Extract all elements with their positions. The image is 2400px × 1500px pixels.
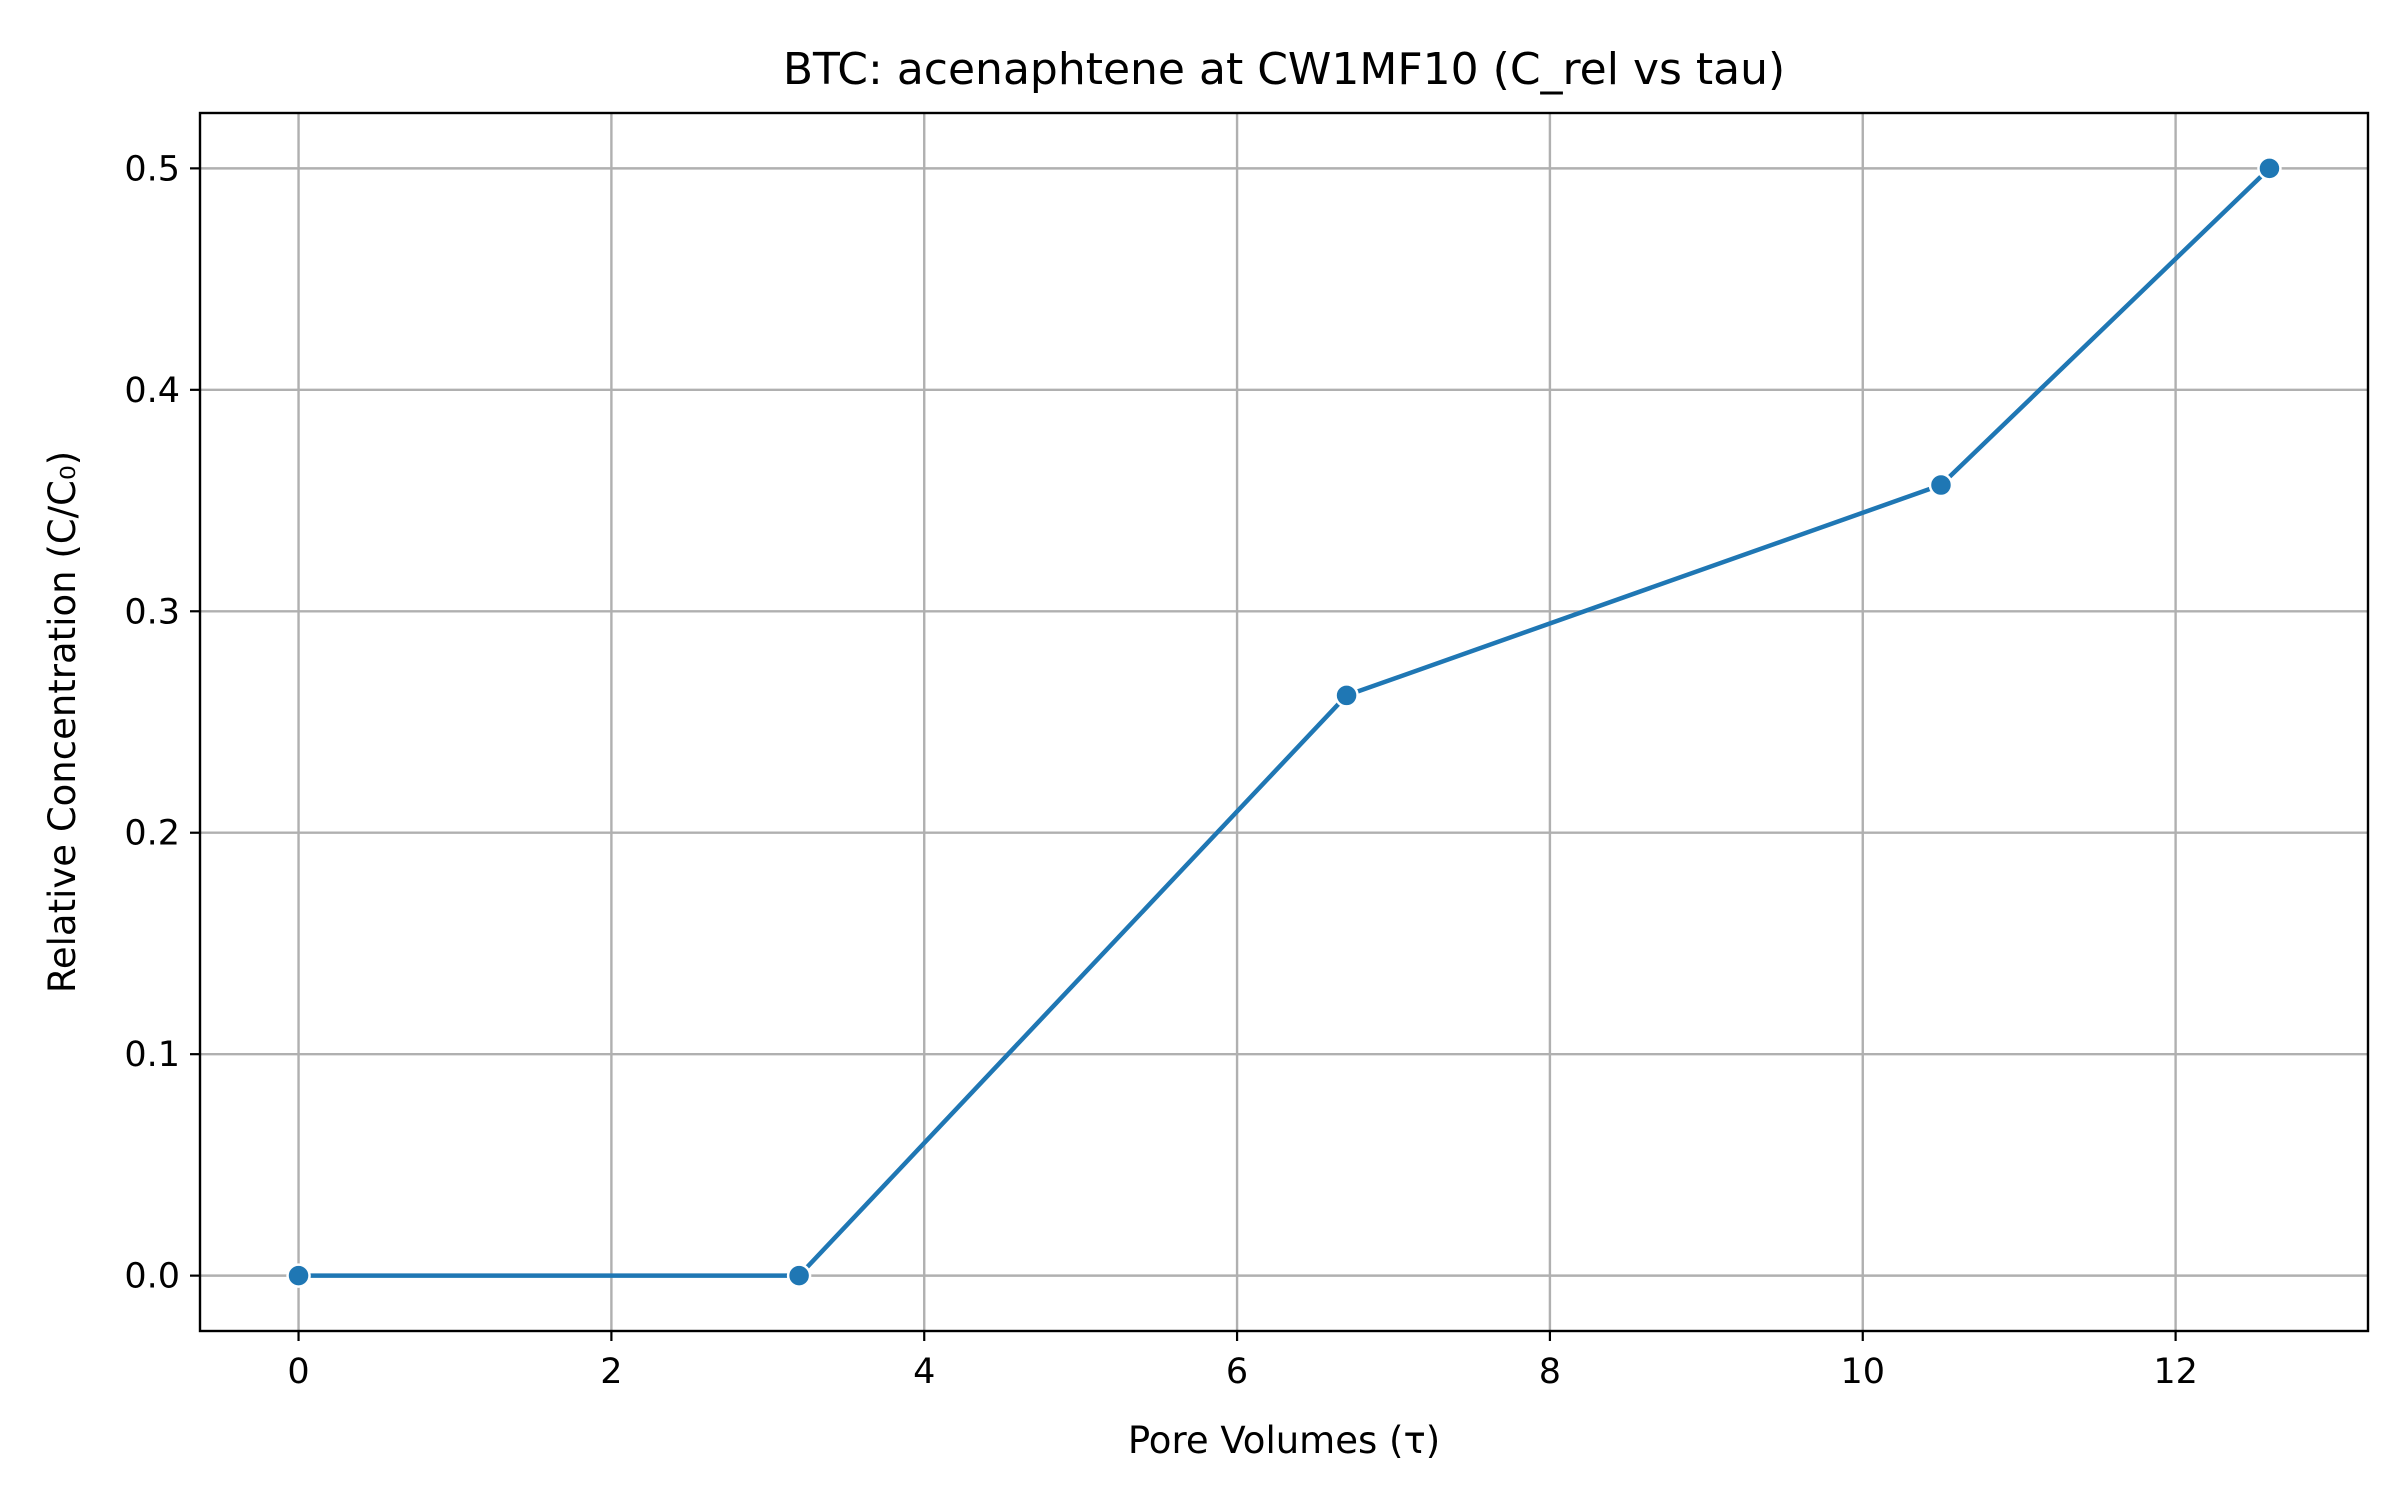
y-tick-label: 0.5 (124, 149, 180, 189)
y-tick-label: 0.2 (124, 814, 180, 854)
x-tick-label: 8 (1539, 1352, 1561, 1392)
x-tick-label: 6 (1226, 1352, 1248, 1392)
axis-ticks: 0 2 4 6 8 10 12 0.0 0.1 0.2 0.3 0.4 0.5 (124, 149, 2198, 1392)
y-tick-label: 0.1 (124, 1035, 180, 1075)
x-tick-label: 0 (287, 1352, 309, 1392)
x-tick-label: 10 (1840, 1352, 1885, 1392)
y-tick-label: 0.4 (124, 371, 180, 411)
x-tick-label: 12 (2153, 1352, 2198, 1392)
data-point (1334, 683, 1359, 708)
x-axis-label: Pore Volumes (τ) (1128, 1419, 1440, 1462)
y-axis-label: Relative Concentration (C/C₀) (41, 451, 84, 993)
data-point (286, 1263, 311, 1288)
x-tick-label: 2 (600, 1352, 622, 1392)
data-point (2257, 156, 2282, 181)
y-tick-label: 0.3 (124, 592, 180, 632)
plot-area-frame (198, 111, 2370, 1333)
y-tick-label: 0.0 (124, 1257, 180, 1297)
data-point (1928, 472, 1954, 498)
x-tick-label: 4 (913, 1352, 935, 1392)
chart-title: BTC: acenaphtene at CW1MF10 (C_rel vs ta… (783, 44, 1785, 95)
series-layer (286, 156, 2282, 1288)
data-point (786, 1263, 812, 1288)
